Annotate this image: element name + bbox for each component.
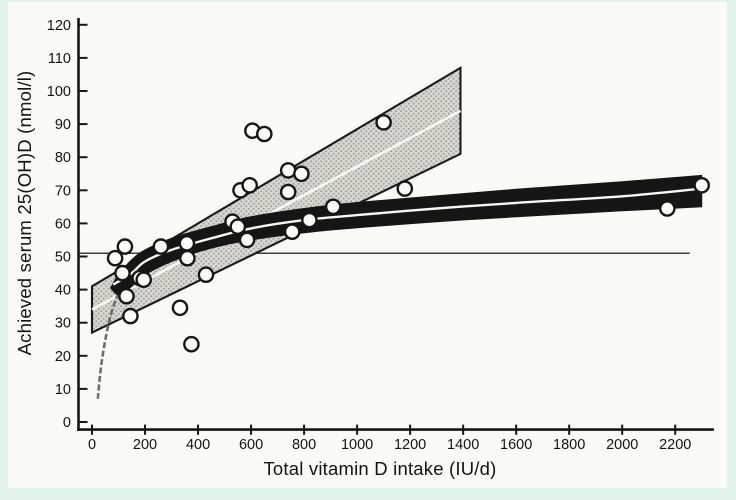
- x-tick-label: 1400: [447, 437, 479, 453]
- y-tick-label: 0: [63, 415, 71, 431]
- data-point: [693, 176, 711, 194]
- curvilinear-lower-ci-flare-line: [96, 285, 123, 399]
- x-tick-label: 2200: [659, 437, 691, 453]
- data-point: [396, 180, 414, 197]
- x-tick-label: 2000: [606, 437, 638, 453]
- data-point: [183, 335, 200, 353]
- x-tick-label: 0: [88, 437, 96, 453]
- y-tick-label: 100: [47, 84, 71, 100]
- linear-model-band: [90, 65, 462, 335]
- curvilinear-model-fit-line: [112, 187, 702, 286]
- x-tick-label: 200: [133, 437, 157, 453]
- data-point: [229, 218, 247, 235]
- data-point: [301, 211, 318, 229]
- data-point: [283, 223, 301, 240]
- y-tick-label: 30: [55, 316, 71, 332]
- data-point: [135, 271, 152, 289]
- x-tick-label: 600: [239, 437, 263, 453]
- data-point: [106, 249, 124, 267]
- data-point: [171, 299, 189, 317]
- data-point: [118, 287, 135, 305]
- data-point: [116, 238, 134, 255]
- x-tick-label: 1800: [553, 437, 585, 453]
- x-axis-title: Total vitamin D intake (IU/d): [263, 458, 497, 479]
- y-tick-label: 80: [55, 150, 71, 166]
- data-point: [293, 165, 310, 183]
- data-point: [178, 234, 196, 252]
- y-tick-label: 40: [55, 283, 71, 299]
- data-point: [238, 231, 256, 249]
- data-point: [114, 264, 131, 282]
- y-tick-label: 10: [55, 382, 71, 398]
- data-point: [197, 266, 215, 284]
- y-tick-label: 20: [55, 349, 71, 365]
- data-point: [179, 249, 196, 267]
- y-tick-label: 50: [55, 250, 71, 266]
- data-point: [255, 125, 273, 143]
- data-point: [241, 176, 258, 194]
- x-tick-label: 400: [186, 437, 210, 453]
- data-point: [324, 198, 342, 216]
- y-tick-label: 110: [48, 51, 71, 67]
- x-tick-label: 1600: [500, 437, 532, 453]
- x-tick-label: 1000: [341, 437, 373, 453]
- data-point: [122, 307, 139, 325]
- x-tick-label: 1200: [394, 437, 426, 453]
- y-tick-label: 90: [55, 117, 71, 133]
- linear-model-fit-line: [91, 109, 462, 311]
- data-point: [659, 200, 676, 217]
- y-tick-label: 120: [47, 18, 71, 34]
- data-point: [279, 183, 297, 201]
- data-point: [279, 162, 297, 179]
- data-point: [375, 114, 392, 131]
- y-tick-label: 60: [55, 216, 71, 232]
- x-tick-label: 800: [292, 437, 316, 453]
- data-point: [152, 238, 170, 255]
- y-tick-label: 70: [55, 183, 71, 199]
- y-axis-title: Achieved serum 25(OH)D (nmol/l): [14, 70, 35, 356]
